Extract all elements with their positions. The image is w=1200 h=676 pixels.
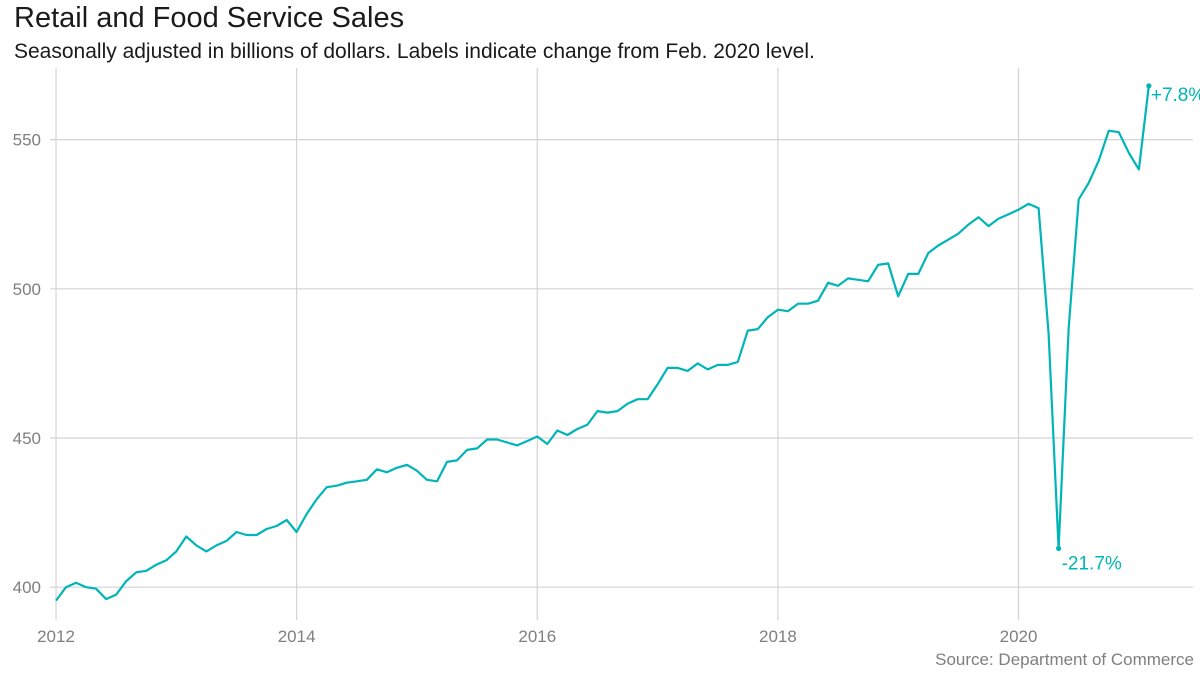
series-layer — [55, 85, 1150, 602]
chart-title: Retail and Food Service Sales — [14, 2, 405, 34]
x-axis-tick-labels: 2012 2014 2016 2018 2020 — [37, 627, 1037, 646]
x-tick-label: 2014 — [278, 627, 316, 646]
series-line — [55, 85, 1150, 602]
y-axis-tick-labels: 400 450 500 550 — [13, 131, 41, 598]
x-tick-label: 2020 — [1000, 627, 1038, 646]
annotation-point — [1146, 83, 1152, 89]
annotation-layer: -21.7% +7.8% — [1056, 83, 1200, 574]
chart-subtitle: Seasonally adjusted in billions of dolla… — [14, 40, 815, 63]
annotation-label: -21.7% — [1062, 553, 1122, 574]
annotation-label: +7.8% — [1151, 85, 1200, 106]
x-tick-label: 2018 — [759, 627, 797, 646]
y-tick-label: 450 — [13, 429, 41, 448]
gridlines — [50, 68, 1193, 620]
y-tick-label: 500 — [13, 280, 41, 299]
x-tick-label: 2012 — [37, 627, 75, 646]
source-note: Source: Department of Commerce — [935, 650, 1194, 669]
x-tick-label: 2016 — [518, 627, 556, 646]
annotation-point — [1056, 545, 1062, 551]
y-tick-label: 550 — [13, 131, 41, 150]
y-tick-label: 400 — [13, 578, 41, 597]
